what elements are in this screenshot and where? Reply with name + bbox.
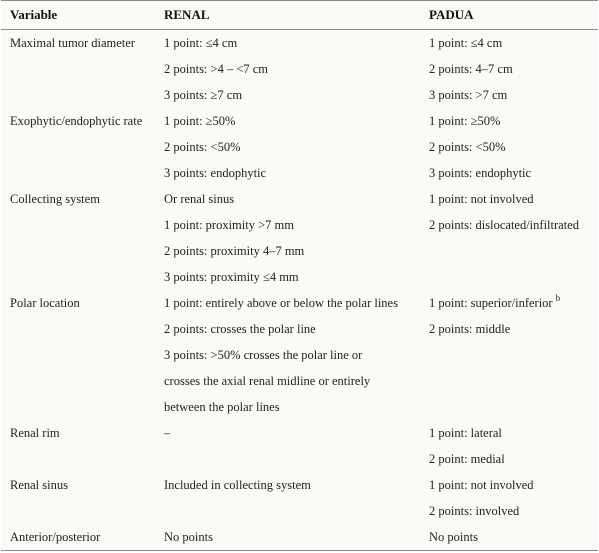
- padua-line: 1 point: ≤4 cm: [429, 36, 503, 50]
- padua-line: 1 point: lateral: [429, 426, 502, 440]
- variable-cell: Polar location: [1, 290, 156, 420]
- variable-cell: Renal sinus: [1, 472, 156, 524]
- variable-label: Renal sinus: [10, 478, 68, 492]
- variable-label: Polar location: [10, 296, 80, 310]
- padua-line: 1 point: ≥50%: [429, 114, 501, 128]
- padua-line: 2 points: involved: [429, 504, 520, 518]
- renal-cell: 1 point: ≥50% 2 points: <50% 3 points: end…: [156, 108, 421, 186]
- padua-line: 2 points: middle: [429, 322, 511, 336]
- renal-line: 3 points: proximity ≤4 mm: [164, 270, 299, 284]
- renal-line: 1 point: ≤4 cm: [164, 36, 238, 50]
- renal-line: 2 points: >4 – <7 cm: [164, 62, 269, 76]
- table-row: Exophytic/endophytic rate 1 point: ≥50% 2 …: [1, 108, 598, 186]
- renal-cell: Or renal sinus 1 point: proximity >7 mm 2 …: [156, 186, 421, 290]
- table-row: Polar location 1 point: entirely above or…: [1, 290, 598, 420]
- padua-cell: 1 point: superior/inferior b 2 points: mid…: [421, 290, 598, 420]
- table-body: Maximal tumor diameter 1 point: ≤4 cm 2 po…: [1, 30, 598, 551]
- renal-line: Or renal sinus: [164, 192, 235, 206]
- variable-label: Anterior/posterior: [10, 530, 101, 544]
- renal-line: 3 points: >50% crosses the polar line or: [164, 348, 363, 362]
- renal-cell: –: [156, 420, 421, 472]
- footnote-marker: b: [555, 293, 561, 303]
- variable-cell: Collecting system: [1, 186, 156, 290]
- table-row: Renal rim – 1 point: lateral 2 point: media…: [1, 420, 598, 472]
- renal-cell: 1 point: entirely above or below the pol…: [156, 290, 421, 420]
- variable-cell: Maximal tumor diameter: [1, 30, 156, 108]
- header-padua: PADUA: [429, 7, 474, 22]
- variable-label: Exophytic/endophytic rate: [10, 114, 143, 128]
- padua-line: 1 point: not involved: [429, 192, 534, 206]
- variable-cell: Exophytic/endophytic rate: [1, 108, 156, 186]
- renal-cell: Included in collecting system: [156, 472, 421, 524]
- padua-line: 2 points: 4–7 cm: [429, 62, 513, 76]
- variable-cell: Anterior/posterior: [1, 524, 156, 550]
- variable-label: Maximal tumor diameter: [10, 36, 135, 50]
- renal-line: 1 point: ≥50%: [164, 114, 236, 128]
- padua-line: 2 points: dislocated/infiltrated: [429, 218, 579, 232]
- renal-cell: 1 point: ≤4 cm 2 points: >4 – <7 cm 3 poin…: [156, 30, 421, 108]
- renal-line: 2 points: <50%: [164, 140, 241, 154]
- padua-line: 2 points: <50%: [429, 140, 506, 154]
- renal-line: 3 points: endophytic: [164, 166, 267, 180]
- variable-label: Collecting system: [10, 192, 100, 206]
- padua-cell: 1 point: ≥50% 2 points: <50% 3 points: end…: [421, 108, 598, 186]
- renal-line: 3 points: ≥7 cm: [164, 88, 243, 102]
- padua-cell: 1 point: not involved 2 points: dislocate…: [421, 186, 598, 290]
- table-row: Renal sinus Included in collecting system…: [1, 472, 598, 524]
- renal-line: between the polar lines: [164, 400, 280, 414]
- padua-cell: 1 point: ≤4 cm 2 points: 4–7 cm 3 points: …: [421, 30, 598, 108]
- padua-line: 3 points: >7 cm: [429, 88, 508, 102]
- renal-line: –: [164, 426, 171, 440]
- padua-line: 1 point: not involved: [429, 478, 534, 492]
- padua-line: 3 points: endophytic: [429, 166, 532, 180]
- renal-line: crosses the axial renal midline or entir…: [164, 374, 371, 388]
- padua-cell: 1 point: not involved 2 points: involved: [421, 472, 598, 524]
- table-row: Maximal tumor diameter 1 point: ≤4 cm 2 po…: [1, 30, 598, 108]
- padua-cell: No points: [421, 524, 598, 550]
- renal-line: No points: [164, 530, 213, 544]
- variable-cell: Renal rim: [1, 420, 156, 472]
- padua-line: 2 point: medial: [429, 452, 505, 466]
- renal-line: 1 point: proximity >7 mm: [164, 218, 294, 232]
- renal-line: Included in collecting system: [164, 478, 311, 492]
- padua-line: No points: [429, 530, 478, 544]
- padua-line: 1 point: superior/inferior b: [429, 293, 561, 310]
- renal-line: 2 points: crosses the polar line: [164, 322, 316, 336]
- renal-line: 1 point: entirely above or below the pol…: [164, 296, 398, 310]
- renal-line: 2 points: proximity 4–7 mm: [164, 244, 305, 258]
- header-variable: Variable: [10, 7, 58, 22]
- table-row: Collecting system Or renal sinus 1 point: …: [1, 186, 598, 290]
- padua-cell: 1 point: lateral 2 point: medial: [421, 420, 598, 472]
- variable-label: Renal rim: [10, 426, 60, 440]
- header-renal: RENAL: [164, 7, 210, 22]
- table-row: Anterior/posterior No points No points: [1, 524, 598, 551]
- renal-cell: No points: [156, 524, 421, 550]
- table-header: Variable RENAL PADUA: [1, 0, 598, 30]
